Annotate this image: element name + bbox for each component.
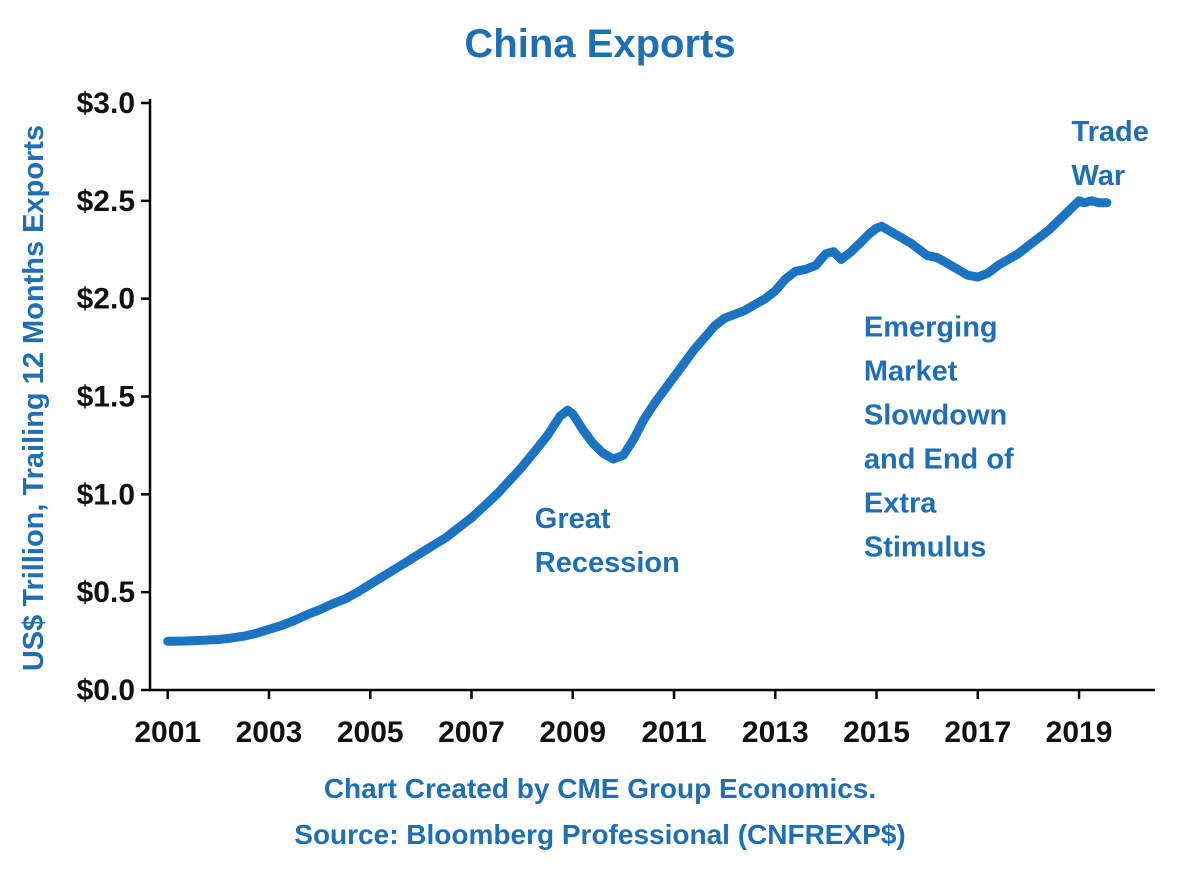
footer-source: Source: Bloomberg Professional (CNFREXP$… (294, 819, 906, 850)
y-tick-label: $0.0 (77, 674, 135, 707)
annotation-em-slowdown: Emerging Market Slowdown and End of Extra Sti… (864, 311, 1014, 563)
chart-title: China Exports (464, 22, 736, 66)
y-tick-label: $1.5 (77, 381, 135, 414)
annotation-great-recession: Great Recession (535, 503, 680, 579)
x-tick-label: 2017 (944, 716, 1011, 749)
y-tick-label: $2.5 (77, 185, 135, 218)
y-tick-label: $3.0 (77, 87, 135, 120)
annotation-trade-war: Trade War (1071, 116, 1148, 192)
x-tick-label: 2019 (1046, 716, 1113, 749)
y-tick-label: $2.0 (77, 283, 135, 316)
x-tick-label: 2001 (134, 716, 201, 749)
x-tick-label: 2015 (843, 716, 910, 749)
x-tick-label: 2009 (539, 716, 606, 749)
x-tick-label: 2007 (438, 716, 505, 749)
x-tick-label: 2005 (337, 716, 404, 749)
x-tick-label: 2003 (236, 716, 303, 749)
footer-credit: Chart Created by CME Group Economics. (323, 773, 877, 804)
exports-line-series (163, 196, 1112, 646)
y-tick-label: $0.5 (77, 576, 135, 609)
chart-footer: Chart Created by CME Group Economics. So… (0, 766, 1200, 858)
x-tick-label: 2013 (742, 716, 809, 749)
y-tick-label: $1.0 (77, 478, 135, 511)
axis-lines (148, 99, 1155, 692)
x-tick-label: 2011 (641, 716, 706, 749)
